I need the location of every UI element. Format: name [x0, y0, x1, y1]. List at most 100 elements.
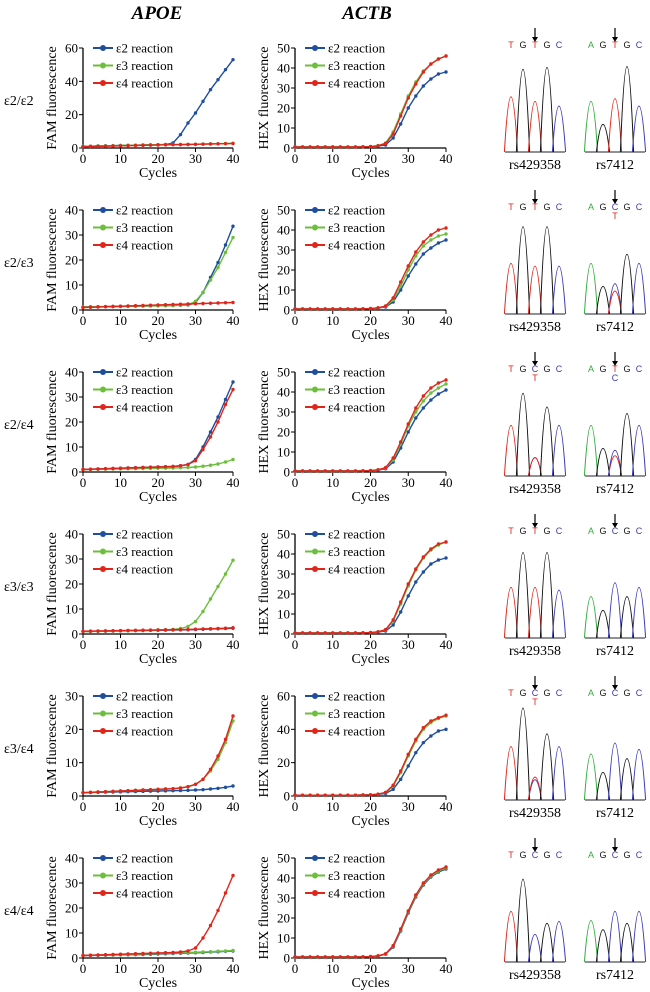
data-point — [141, 951, 145, 956]
data-point — [414, 737, 418, 742]
legend-item: ε4 reaction — [305, 562, 386, 577]
data-point — [171, 950, 175, 955]
apoe-chart: 0 10 20 30 40 0 10 20 30 40 Cycles FAM fluorescence… — [45, 365, 240, 506]
data-point — [323, 145, 327, 149]
y-tick-label: 60 — [65, 41, 78, 56]
x-tick-label: 0 — [292, 799, 299, 814]
x-tick-label: 10 — [114, 313, 127, 328]
y-tick-label: 0 — [72, 303, 79, 318]
data-point — [216, 265, 220, 270]
y-axis-label: HEX fluorescence — [257, 46, 272, 149]
data-point — [201, 142, 205, 146]
data-point — [208, 430, 213, 434]
data-point — [414, 893, 418, 897]
data-point — [399, 600, 403, 604]
data-point — [216, 754, 220, 758]
trace-peak — [595, 772, 611, 801]
data-point — [444, 540, 448, 544]
x-tick-label: 0 — [292, 961, 299, 976]
y-tick-label: 40 — [65, 365, 78, 380]
data-point — [436, 868, 441, 872]
trace-peak — [539, 406, 555, 477]
data-point — [429, 873, 433, 877]
data-point — [223, 250, 228, 255]
data-point — [156, 303, 160, 307]
series-3 — [81, 873, 235, 958]
data-point — [315, 955, 320, 959]
secondary-base-call: T — [612, 211, 618, 221]
x-tick-label: 40 — [227, 151, 240, 166]
data-point — [444, 70, 448, 74]
trace-peak — [619, 65, 635, 153]
data-point — [346, 793, 350, 797]
data-point — [406, 582, 410, 586]
data-point — [201, 99, 205, 104]
y-tick-label: 20 — [65, 722, 78, 737]
base-call: C — [556, 202, 563, 212]
data-point — [429, 238, 433, 242]
y-axis-label: FAM fluorescence — [45, 532, 60, 636]
y-tick-label: 10 — [65, 755, 78, 770]
data-point — [376, 630, 380, 634]
data-point — [376, 954, 380, 958]
legend-label: ε2 reaction — [116, 851, 174, 866]
base-call: C — [636, 526, 643, 536]
arrow-head — [612, 847, 618, 852]
x-tick-label: 40 — [227, 475, 240, 490]
trace-peak — [595, 448, 611, 477]
trace-peak — [503, 262, 519, 315]
data-point — [216, 949, 220, 953]
base-call: G — [599, 40, 606, 50]
x-tick-label: 40 — [440, 475, 453, 490]
x-tick-label: 0 — [80, 151, 87, 166]
series-3 — [81, 141, 235, 149]
data-point — [293, 307, 297, 311]
legend-marker — [100, 531, 106, 537]
x-tick-label: 10 — [326, 313, 339, 328]
data-point — [414, 262, 418, 266]
data-point — [223, 301, 228, 305]
legend-label: ε4 reaction — [116, 238, 174, 253]
data-point — [444, 378, 448, 382]
data-point — [376, 306, 380, 310]
base-call: C — [532, 850, 539, 860]
data-point — [293, 469, 297, 473]
trace-peak — [515, 226, 531, 315]
base-call: C — [556, 40, 563, 50]
data-point — [171, 464, 175, 469]
y-axis-label: HEX fluorescence — [257, 694, 272, 797]
x-tick-label: 40 — [227, 637, 240, 652]
data-point — [429, 719, 433, 723]
data-point — [118, 952, 123, 956]
data-point — [331, 307, 335, 311]
trace-peak — [607, 582, 623, 639]
legend-marker — [312, 855, 318, 861]
data-point — [444, 54, 448, 58]
y-axis-label: FAM fluorescence — [45, 46, 60, 150]
base-call: C — [636, 364, 643, 374]
trace-peak — [551, 265, 567, 315]
data-point — [315, 145, 320, 149]
data-point — [308, 307, 312, 311]
data-point — [186, 949, 190, 953]
trace-peak — [515, 878, 531, 963]
apoe-chart: 0 10 20 30 40 0 10 20 30 40 Cycles FAM fluorescence… — [45, 527, 240, 668]
x-tick-label: 20 — [364, 637, 377, 652]
data-point — [421, 881, 426, 885]
legend-item: ε4 reaction — [93, 724, 174, 739]
base-call: G — [599, 850, 606, 860]
data-point — [231, 141, 235, 146]
trace-peak — [503, 424, 519, 477]
data-point — [421, 240, 426, 244]
trace-peak — [503, 746, 519, 801]
trace-peak — [631, 748, 647, 801]
legend-marker — [312, 62, 318, 69]
data-point — [126, 304, 130, 308]
x-tick-label: 30 — [402, 475, 415, 490]
data-point — [193, 782, 198, 787]
legend-item: ε4 reaction — [93, 76, 174, 91]
trace-peak — [539, 923, 555, 963]
data-point — [193, 465, 198, 469]
data-point — [148, 628, 153, 632]
